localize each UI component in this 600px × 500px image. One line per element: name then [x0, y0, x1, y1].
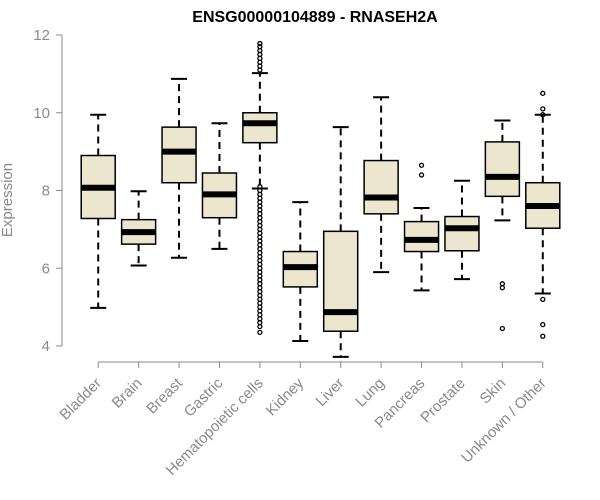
- outlier-point: [257, 329, 263, 336]
- outlier-point: [257, 323, 263, 330]
- box-breast: [161, 77, 197, 259]
- box-iqr: [444, 215, 480, 252]
- box-brain: [120, 190, 157, 267]
- box-iqr: [403, 220, 440, 253]
- box-iqr: [322, 230, 359, 332]
- box-iqr: [242, 112, 278, 144]
- outlier-point: [540, 333, 546, 339]
- box-lung: [363, 96, 399, 274]
- outlier-point: [257, 316, 263, 322]
- outlier-point: [257, 269, 263, 275]
- box-iqr: [484, 141, 521, 198]
- y-tick-label: 10: [33, 105, 50, 122]
- y-axis-label: Expression: [0, 163, 16, 237]
- outlier-point: [257, 191, 263, 198]
- x-tick-label: Bladder: [56, 375, 105, 424]
- outlier-point: [418, 172, 425, 178]
- y-tick-label: 4: [42, 338, 50, 355]
- box-gastric: [201, 122, 238, 250]
- outlier-point: [257, 199, 263, 205]
- x-tick-label: Skin: [477, 375, 510, 408]
- x-tick-label: Brain: [109, 375, 146, 412]
- outlier-point: [540, 90, 546, 96]
- outlier-point: [257, 40, 263, 47]
- boxes: [80, 40, 561, 358]
- outlier-point: [257, 222, 263, 229]
- outlier-point: [257, 285, 263, 291]
- outlier-point: [540, 106, 546, 112]
- y-tick-label: 12: [33, 27, 50, 44]
- x-tick-label: Prostate: [417, 375, 469, 427]
- box-bladder: [80, 113, 116, 309]
- outlier-point: [499, 285, 506, 291]
- box-kidney: [282, 201, 319, 342]
- outlier-point: [257, 238, 263, 244]
- outlier-point: [257, 292, 263, 299]
- outlier-point: [257, 253, 263, 260]
- y-tick-label: 6: [42, 260, 50, 277]
- outlier-point: [257, 44, 263, 50]
- outlier-point: [499, 325, 506, 332]
- y-tick-label: 8: [42, 183, 50, 200]
- box-pancreas: [403, 162, 440, 292]
- outlier-point: [257, 230, 263, 236]
- chart-title: ENSG00000104889 - RNASEH2A: [192, 9, 438, 26]
- outlier-point: [540, 321, 546, 328]
- outlier-point: [257, 308, 263, 314]
- box-hematopoietic-cells: [242, 40, 278, 336]
- outlier-point: [540, 296, 546, 303]
- x-tick-label: Liver: [313, 375, 348, 410]
- outlier-point: [257, 300, 263, 306]
- outlier-point: [257, 183, 263, 190]
- outlier-point: [418, 162, 425, 168]
- outlier-point: [257, 207, 263, 213]
- box-liver: [322, 126, 359, 358]
- box-prostate: [444, 179, 480, 281]
- x-tick-label: Kidney: [263, 374, 308, 419]
- box-iqr: [363, 159, 399, 215]
- x-tick-label: Breast: [143, 374, 186, 417]
- outlier-point: [540, 112, 546, 118]
- box-iqr: [161, 126, 197, 184]
- outlier-point: [257, 277, 263, 283]
- outlier-point: [257, 246, 263, 252]
- x-tick-label: Lung: [352, 375, 388, 411]
- box-unknown-other: [525, 90, 561, 339]
- outlier-point: [257, 215, 263, 221]
- box-skin: [484, 119, 521, 332]
- outlier-point: [257, 261, 263, 268]
